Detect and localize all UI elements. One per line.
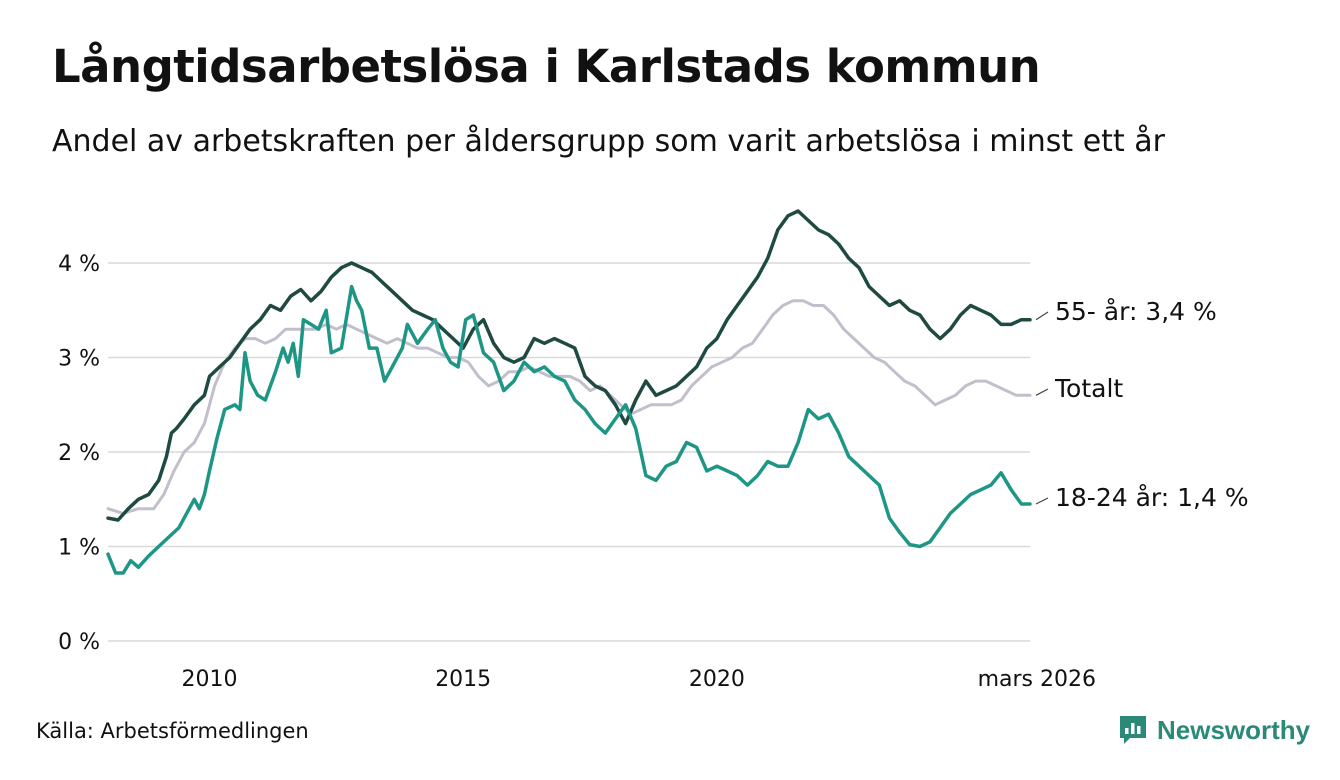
- x-tick-label: 2015: [435, 667, 491, 692]
- y-tick-label: 2 %: [58, 441, 100, 466]
- gridlines: [108, 262, 1030, 642]
- chart-subtitle: Andel av arbetskraften per åldersgrupp s…: [52, 124, 1165, 159]
- label-connector: [1035, 388, 1049, 396]
- brand-logo: Newsworthy: [1118, 714, 1310, 746]
- y-tick-label: 0 %: [58, 630, 100, 655]
- y-tick-label: 3 %: [58, 347, 100, 372]
- x-axis: 2010 2015 2020 mars 2026: [181, 667, 1096, 692]
- series-line-55-r: [106, 209, 1032, 522]
- label-connector: [1035, 497, 1049, 505]
- label-connector: [1035, 311, 1049, 321]
- x-tick-label: mars 2026: [978, 667, 1096, 692]
- brand-name: Newsworthy: [1157, 714, 1311, 745]
- series-lines: [106, 209, 1032, 575]
- y-tick-label: 4 %: [58, 252, 100, 277]
- y-axis: 0 % 1 % 2 % 3 % 4 %: [58, 252, 100, 655]
- series-line-18-24-r: [106, 284, 1032, 575]
- series-end-label: 18-24 år: 1,4 %: [1055, 483, 1249, 512]
- chart-title: Långtidsarbetslösa i Karlstads kommun: [52, 40, 1041, 93]
- newsworthy-logo-icon: [1120, 716, 1146, 744]
- x-tick-label: 2020: [689, 667, 745, 692]
- series-end-label: Totalt: [1054, 374, 1123, 403]
- series-labels: Totalt 55- år: 3,4 % 18-24 år: 1,4 %: [1035, 297, 1249, 512]
- x-tick-label: 2010: [181, 667, 237, 692]
- y-tick-label: 1 %: [58, 536, 100, 561]
- series-line-totalt: [106, 299, 1032, 515]
- series-end-label: 55- år: 3,4 %: [1055, 297, 1217, 326]
- source-note: Källa: Arbetsförmedlingen: [36, 719, 309, 743]
